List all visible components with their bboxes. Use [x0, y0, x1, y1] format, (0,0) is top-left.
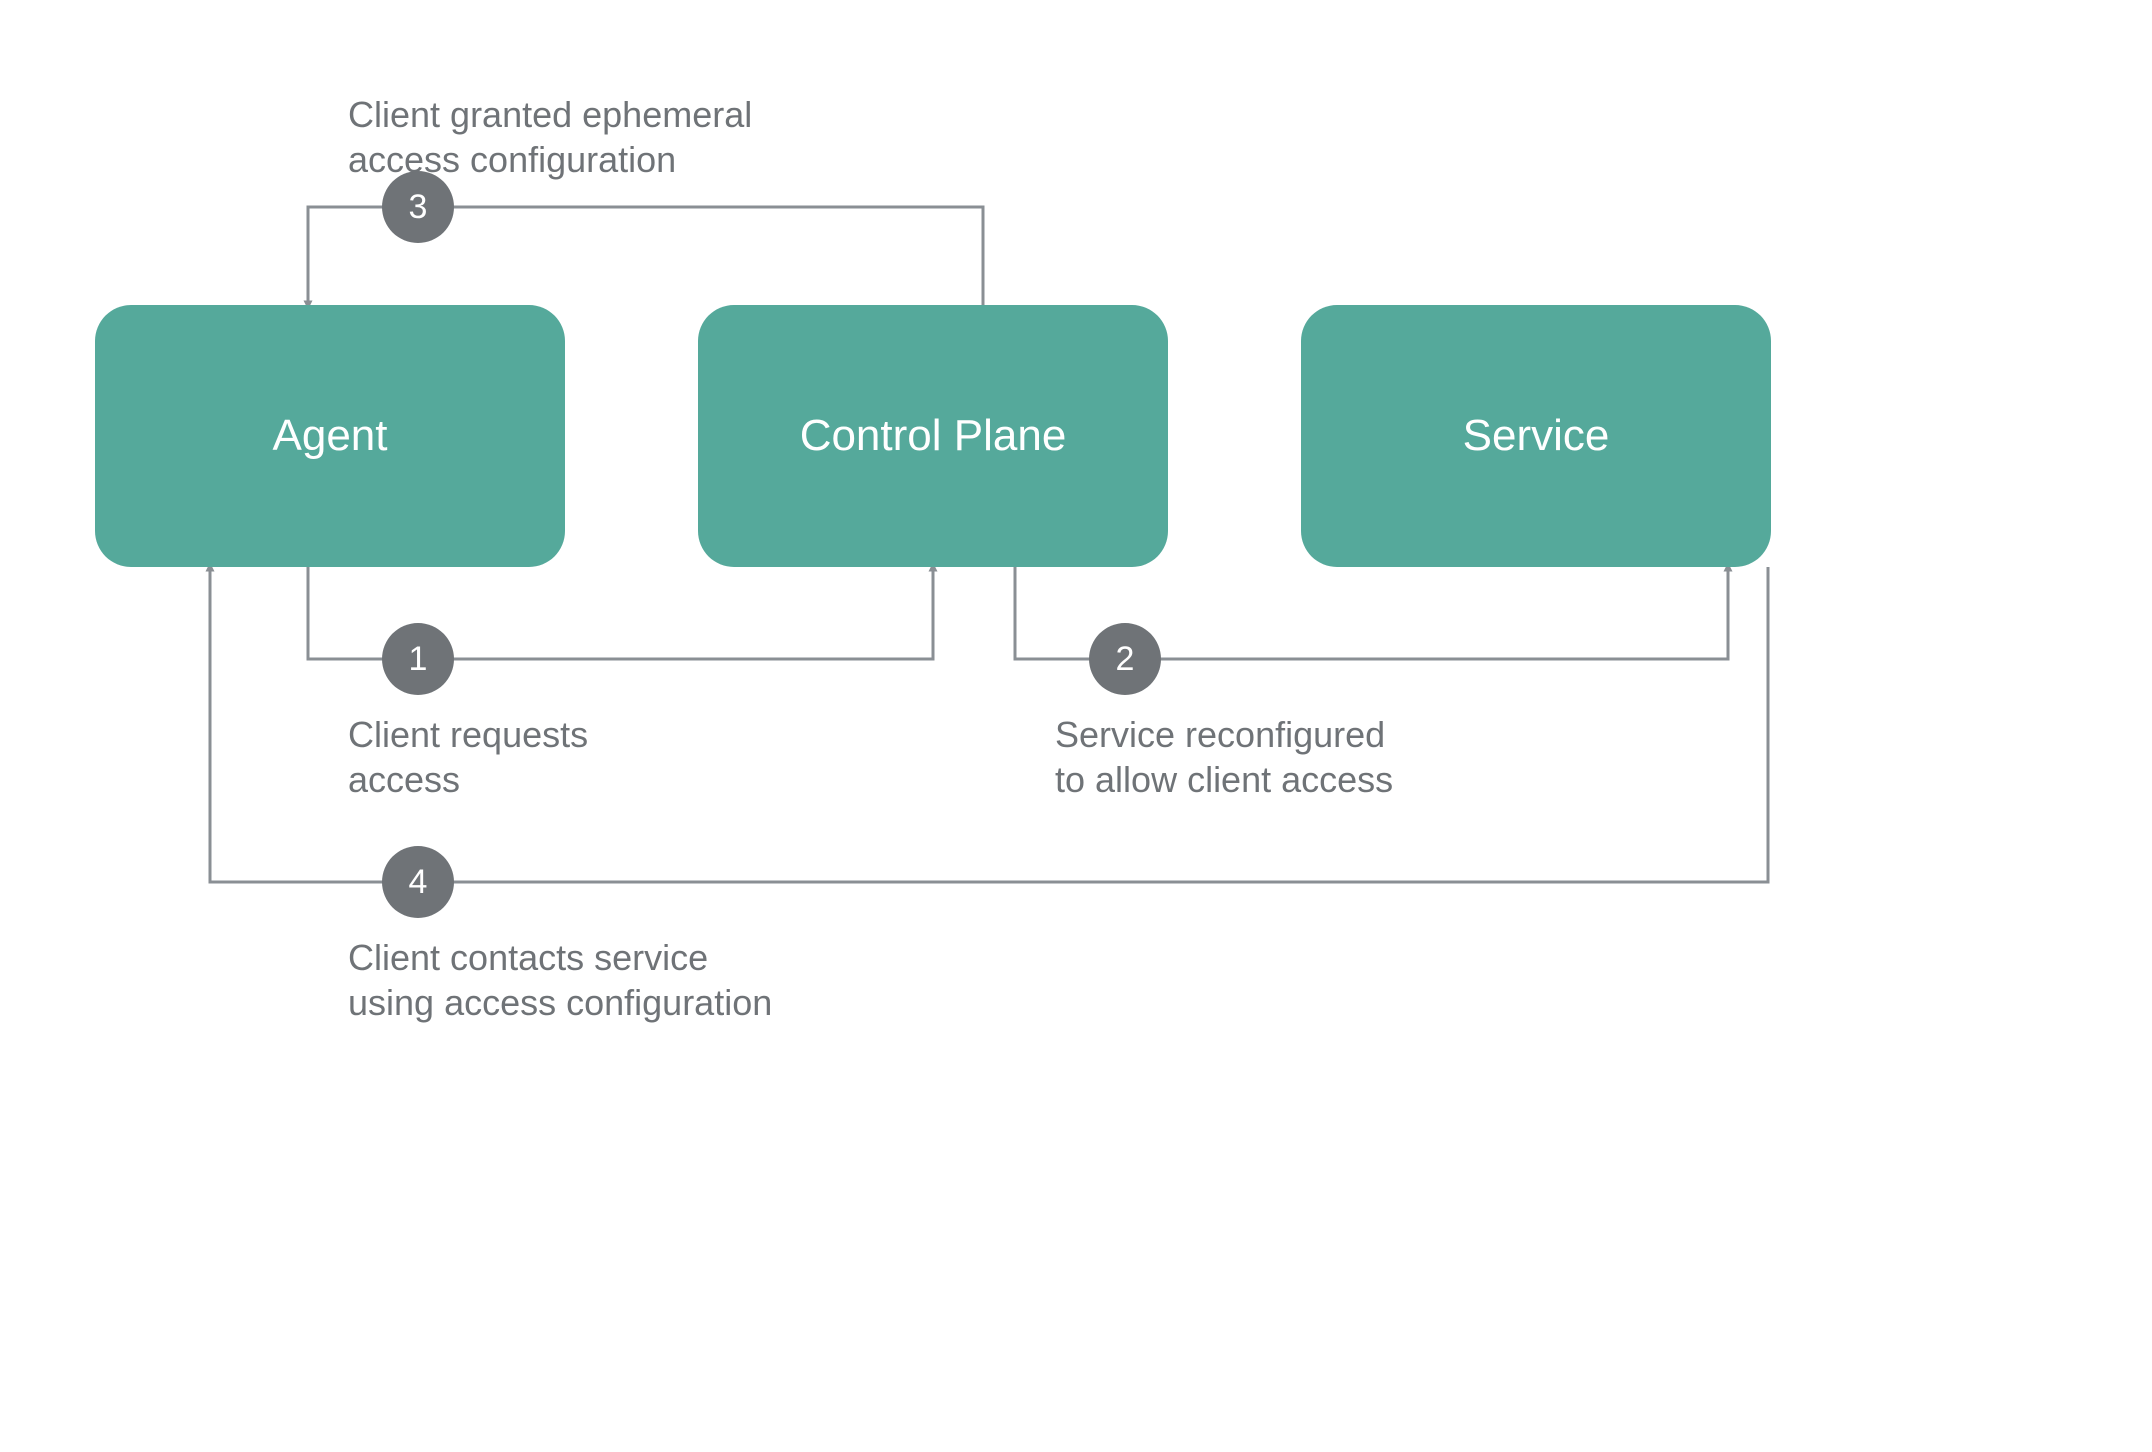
step-badge-1: 1 — [382, 623, 454, 695]
step-caption-4: Client contacts service using access con… — [348, 935, 772, 1025]
step-badge-4: 4 — [382, 846, 454, 918]
step-badge-2: 2 — [1089, 623, 1161, 695]
step-caption-1: Client requests access — [348, 712, 588, 802]
node-control: Control Plane — [698, 305, 1168, 567]
diagram-canvas: Agent Control Plane Service 1 Client request… — [0, 0, 2152, 1452]
step-caption-2: Service reconfigured to allow client acc… — [1055, 712, 1393, 802]
step-caption-3: Client granted ephemeral access configur… — [348, 92, 752, 182]
node-service: Service — [1301, 305, 1771, 567]
node-agent: Agent — [95, 305, 565, 567]
